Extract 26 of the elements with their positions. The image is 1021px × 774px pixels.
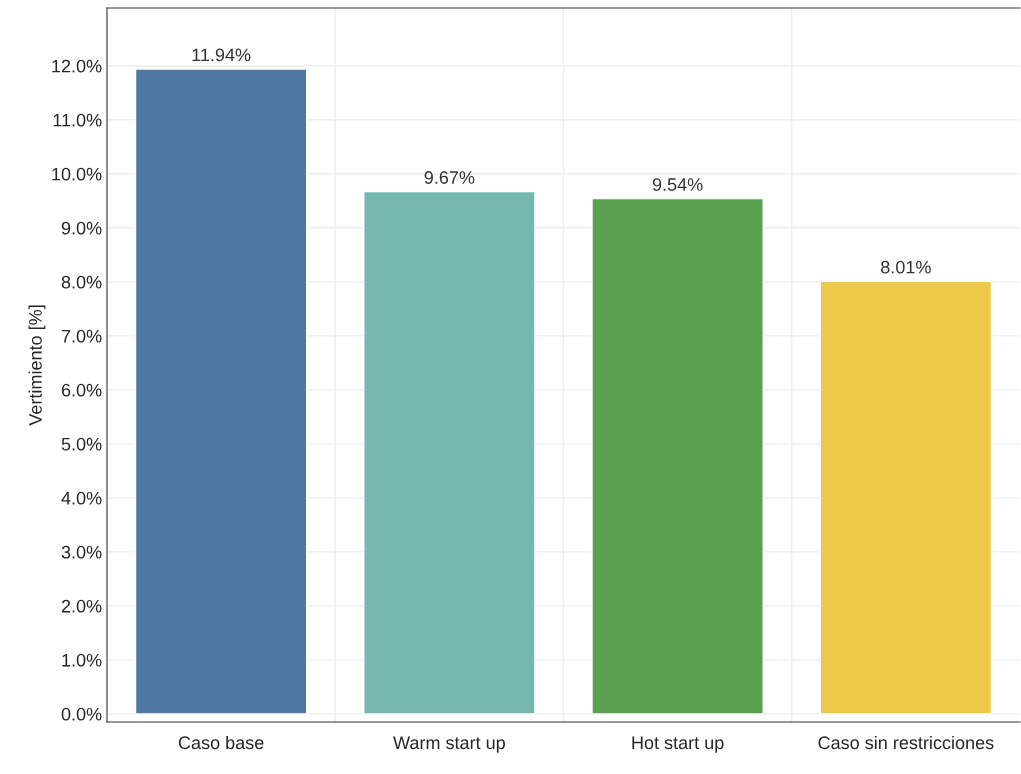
x-tick-label: Caso sin restricciones — [818, 735, 994, 750]
x-tick-label: Warm start up — [393, 736, 505, 753]
data-label: 11.94% — [192, 48, 251, 62]
y-tick-label: 5.0% — [61, 437, 102, 451]
data-label: 9.54% — [652, 178, 703, 191]
bar — [134, 68, 308, 715]
y-tick-label: 8.0% — [61, 275, 102, 289]
y-tick-label: 10.0% — [52, 167, 102, 181]
y-axis-title: Vertimiento [%] — [28, 305, 46, 426]
bar — [819, 280, 993, 715]
y-tick-label: 2.0% — [61, 599, 102, 613]
y-tick-label: 1.0% — [62, 653, 102, 667]
y-tick-label: 0.0% — [61, 707, 102, 721]
y-tick-label: 3.0% — [61, 545, 102, 559]
y-tick-label: 7.0% — [61, 329, 102, 343]
data-label: 9.67% — [424, 171, 475, 184]
y-tick-label: 4.0% — [61, 491, 102, 505]
data-label: 8.01% — [881, 260, 931, 274]
bar — [363, 190, 536, 715]
y-tick-label: 6.0% — [61, 383, 102, 397]
y-tick-label: 12.0% — [52, 59, 102, 73]
y-tick-label: 9.0% — [61, 221, 102, 235]
x-tick-label: Caso base — [178, 735, 264, 750]
y-tick-label: 11.0% — [53, 113, 102, 127]
x-tick-label: Hot start up — [632, 736, 724, 753]
bar — [591, 197, 764, 715]
